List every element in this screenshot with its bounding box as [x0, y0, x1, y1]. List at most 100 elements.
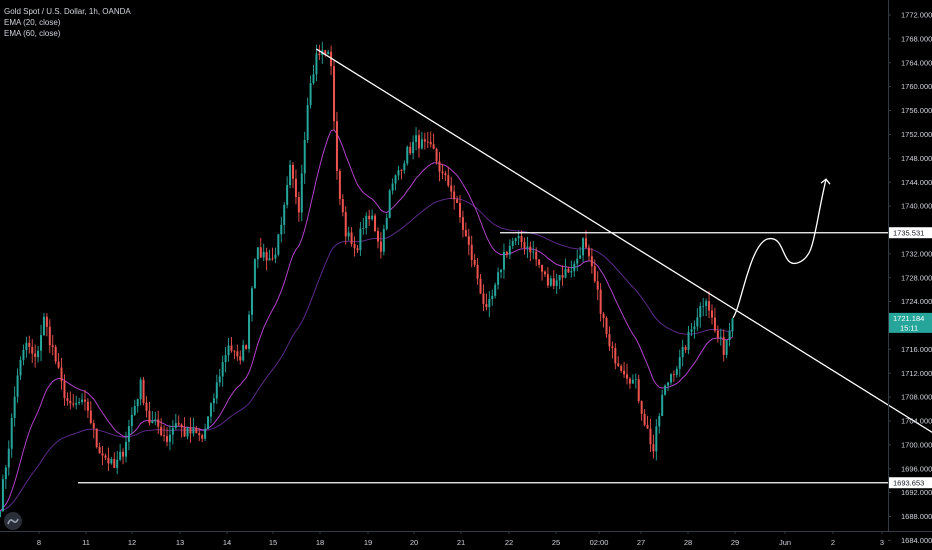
tradingview-logo-icon[interactable] — [4, 512, 22, 530]
candle-body — [549, 278, 552, 286]
candle-body — [250, 288, 253, 315]
candle-body — [327, 51, 330, 55]
y-tick-label: 1756.000 — [901, 106, 932, 115]
candle-body — [368, 215, 371, 220]
candle-body — [564, 268, 567, 278]
candle-body — [195, 428, 198, 434]
candle-body — [242, 345, 245, 361]
candle-body — [201, 435, 204, 439]
candle-body — [420, 139, 423, 149]
candle-body — [441, 171, 444, 174]
candle-body — [324, 50, 327, 55]
candle-body — [561, 275, 564, 278]
x-tick-label: 14 — [223, 538, 231, 547]
candle-body — [133, 406, 136, 415]
candle-body — [54, 346, 57, 362]
candle-body — [239, 356, 242, 361]
candle-body — [248, 314, 251, 349]
candle-body — [78, 402, 81, 404]
candle-body — [160, 426, 163, 436]
candle-body — [230, 345, 233, 351]
candle-body — [4, 467, 7, 480]
candle-body — [233, 350, 236, 352]
candle-body — [107, 457, 110, 464]
symbol-title[interactable]: Gold Spot / U.S. Dollar, 1h, OANDA — [4, 7, 131, 16]
candle-body — [37, 350, 40, 358]
candle-body — [335, 121, 338, 172]
candle-body — [341, 199, 344, 213]
candle-body — [494, 284, 497, 296]
candle-body — [555, 280, 558, 286]
y-tick-label: 1712.000 — [901, 369, 932, 378]
y-tick-label: 1764.000 — [901, 58, 932, 67]
projection-arrow-path — [732, 179, 827, 319]
candle-body — [535, 251, 538, 260]
y-tick-label: 1696.000 — [901, 464, 932, 473]
candle-body — [587, 247, 590, 257]
candle-body — [412, 141, 415, 154]
ema60-line — [0, 197, 733, 512]
candle-body — [669, 374, 672, 383]
candle-body — [678, 357, 681, 369]
y-tick-label: 1700.000 — [901, 440, 932, 449]
candle-body — [459, 202, 462, 218]
candle-body — [517, 236, 520, 239]
candle-body — [664, 385, 667, 395]
candle-body — [139, 379, 142, 400]
candle-body — [546, 274, 549, 286]
x-tick-label: 19 — [364, 538, 372, 547]
candle-body — [450, 185, 453, 192]
candle-body — [1, 479, 4, 512]
candle-body — [362, 228, 365, 229]
candle-body — [292, 164, 294, 179]
ema20-legend[interactable]: EMA (20, close) — [4, 18, 61, 27]
candle-body — [13, 396, 16, 418]
candle-body — [306, 105, 309, 140]
candle-body — [488, 299, 491, 308]
time-axis[interactable]: 8 11 12 13 14 15 18 19 20 21 22 25 02:00 27 28 29 Jun 2 3 — [37, 531, 884, 547]
candle-body — [66, 398, 69, 401]
candle-body — [344, 212, 347, 237]
candle-body — [174, 423, 177, 428]
candle-body — [461, 217, 464, 230]
candle-body — [623, 370, 626, 375]
candle-body — [705, 301, 708, 306]
candle-body — [585, 238, 587, 248]
price-axis[interactable]: 1772.000 1768.000 1764.000 1760.000 1756.000… — [888, 11, 932, 545]
candle-body — [353, 244, 356, 249]
candle-body — [699, 306, 702, 318]
candle-body — [479, 278, 482, 294]
candle-body — [371, 215, 374, 220]
ema60-legend[interactable]: EMA (60, close) — [4, 29, 61, 38]
candle-body — [209, 403, 212, 417]
candle-body — [409, 146, 412, 154]
descending-trendline — [316, 48, 932, 433]
candle-body — [224, 355, 227, 363]
candle-body — [464, 229, 467, 237]
candle-body — [376, 230, 379, 242]
candle-body — [710, 310, 713, 318]
candle-body — [391, 183, 394, 191]
candle-body — [435, 148, 438, 162]
candle-body — [652, 444, 655, 452]
candle-body — [702, 305, 705, 307]
y-tick-label: 1752.000 — [901, 130, 932, 139]
y-tick-label: 1740.000 — [901, 202, 932, 211]
candle-body — [215, 382, 218, 399]
candle-body — [470, 244, 473, 260]
candle-body — [687, 331, 690, 350]
chart-legend: Gold Spot / U.S. Dollar, 1h, OANDA EMA (… — [4, 6, 131, 39]
candle-body — [192, 428, 195, 434]
candle-body — [119, 451, 122, 460]
candle-body — [113, 458, 116, 468]
candle-body — [19, 359, 22, 376]
candle-body — [432, 144, 435, 149]
candle-body — [127, 426, 130, 442]
y-tick-label: 1744.000 — [901, 178, 932, 187]
candle-body — [28, 342, 31, 347]
candle-body — [286, 185, 289, 205]
candle-body — [573, 263, 576, 272]
candle-body — [417, 135, 420, 149]
candle-body — [338, 171, 341, 200]
